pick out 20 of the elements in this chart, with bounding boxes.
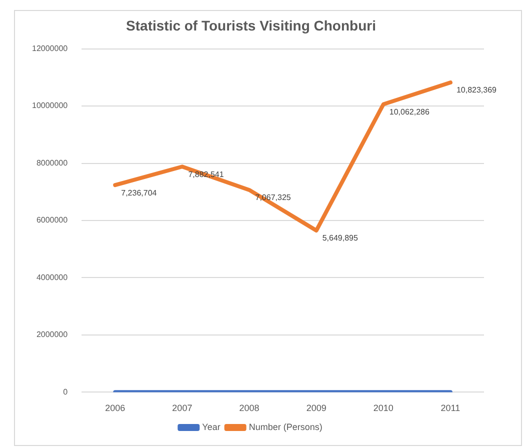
- y-tick-label: 8000000: [36, 158, 68, 168]
- data-label: 10,823,369: [456, 86, 498, 95]
- x-tick-label: 2010: [373, 403, 394, 414]
- y-tick-label: 0: [63, 387, 68, 396]
- legend-label: Year: [202, 422, 220, 432]
- data-label: 7,236,704: [121, 188, 158, 198]
- y-tick-label: 2000000: [36, 330, 68, 340]
- y-tick-label: 12000000: [32, 44, 68, 54]
- y-tick-label: 10000000: [32, 101, 68, 110]
- x-tick-label: 2006: [105, 403, 126, 414]
- x-tick-label: 2008: [239, 403, 260, 414]
- legend-label: Number (Persons): [248, 422, 322, 432]
- chart-title: Statistic of Tourists Visiting Chonburi: [126, 17, 376, 34]
- data-label: 10,062,286: [389, 107, 430, 116]
- x-tick-label: 2007: [172, 403, 192, 414]
- y-tick-label: 6000000: [36, 216, 68, 225]
- x-tick-label: 2009: [306, 403, 326, 414]
- data-label: 5,649,895: [322, 234, 358, 243]
- x-tick-label: 2011: [440, 403, 460, 414]
- y-tick-label: 4000000: [36, 272, 68, 282]
